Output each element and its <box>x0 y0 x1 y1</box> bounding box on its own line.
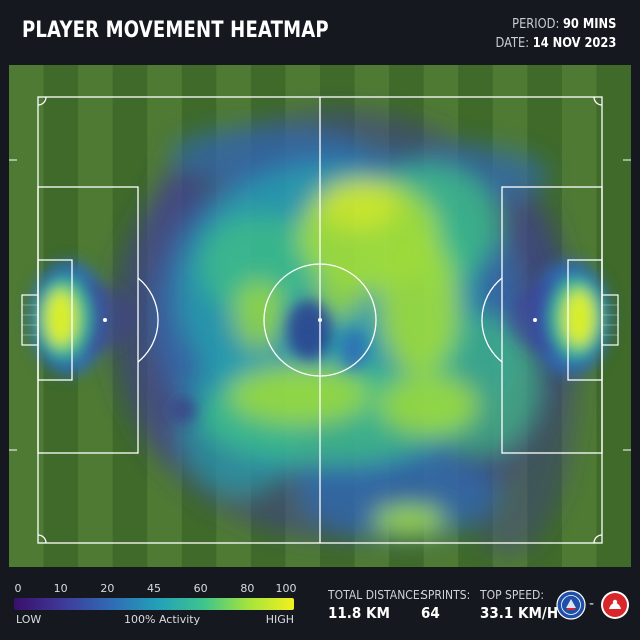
penalty-arc-right <box>481 277 503 363</box>
home-crest-icon <box>556 590 586 620</box>
corner-arc-tl <box>37 96 47 106</box>
center-spot <box>318 318 322 322</box>
corner-arc-bl <box>37 534 47 544</box>
penalty-spot-right <box>533 318 537 322</box>
crest-separator: - <box>589 596 595 612</box>
legend-ticks: 0 10 20 45 60 80 100 <box>14 582 297 596</box>
date-line: DATE: 14 NOV 2023 <box>495 34 616 53</box>
period-label: PERIOD: <box>511 17 559 32</box>
legend-tick: 45 <box>147 582 161 595</box>
legend-high: HIGH <box>265 613 294 626</box>
date-value: 14 NOV 2023 <box>532 36 616 51</box>
goal-left <box>21 294 39 346</box>
stat-value: 33.1 KM/H <box>480 604 559 622</box>
match-meta: PERIOD: 90 MINS DATE: 14 NOV 2023 <box>495 15 616 53</box>
stat-value: 11.8 KM <box>328 604 390 622</box>
activity-legend: 0 10 20 45 60 80 100 LOW 100% Activity HIGH <box>14 582 297 627</box>
legend-color-bar <box>14 598 294 610</box>
corner-arc-br <box>593 534 603 544</box>
stat-sprints: SPRINTS: 64 <box>421 588 476 622</box>
stat-value: 64 <box>421 604 440 622</box>
stat-top-speed: TOP SPEED: 33.1 KM/H <box>480 588 567 622</box>
period-line: PERIOD: 90 MINS <box>495 15 616 34</box>
stat-label: TOP SPEED: <box>480 588 545 602</box>
stat-total-distance: TOTAL DISTANCE: 11.8 KM <box>328 588 434 622</box>
stat-label: SPRINTS: <box>421 588 471 602</box>
legend-tick: 20 <box>100 582 115 595</box>
away-crest-icon <box>600 590 630 620</box>
legend-tick: 100 <box>275 582 297 595</box>
corner-arc-tr <box>593 96 603 106</box>
pitch-svg <box>9 65 631 567</box>
date-label: DATE: <box>495 36 529 51</box>
legend-mid: 100% Activity <box>124 613 201 626</box>
pitch-heatmap <box>9 65 631 567</box>
legend-tick: 0 <box>14 582 22 595</box>
penalty-spot-left <box>103 318 107 322</box>
center-circle <box>263 263 377 377</box>
legend-tick: 10 <box>53 582 68 595</box>
penalty-arc-left <box>137 277 159 363</box>
goal-right <box>601 294 619 346</box>
heatmap-layer <box>29 110 611 555</box>
page-title: PLAYER MOVEMENT HEATMAP <box>22 18 329 43</box>
legend-tick: 80 <box>240 582 255 595</box>
legend-labels: LOW 100% Activity HIGH <box>14 613 294 627</box>
period-value: 90 MINS <box>562 17 616 32</box>
stat-label: TOTAL DISTANCE: <box>328 588 424 602</box>
legend-low: LOW <box>16 613 42 626</box>
legend-tick: 60 <box>193 582 208 595</box>
